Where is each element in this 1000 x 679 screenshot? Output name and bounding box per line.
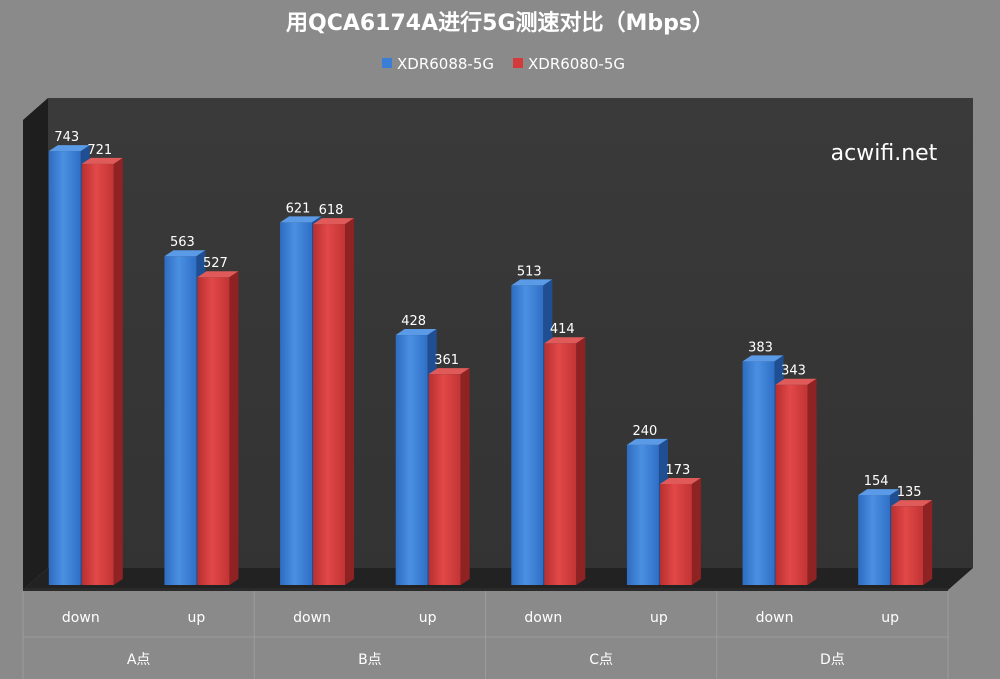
data-label: 135: [897, 485, 922, 500]
category-label: down: [293, 610, 331, 626]
category-label: up: [650, 610, 668, 626]
bar-top: [313, 218, 355, 225]
data-label: 240: [633, 424, 658, 439]
bar-top: [81, 157, 123, 164]
bar-top: [891, 500, 933, 507]
bar-top: [280, 216, 322, 223]
legend-item-series-1: XDR6088-5G: [382, 55, 494, 73]
data-label: 428: [401, 314, 426, 329]
bar-side: [229, 271, 239, 585]
bar-side: [576, 337, 586, 585]
bar-top: [858, 489, 900, 496]
bar-top: [428, 368, 470, 375]
bar-top: [742, 355, 784, 362]
bar-side: [460, 368, 470, 585]
bar-side: [923, 500, 933, 585]
group-label: C点: [589, 652, 613, 668]
chart-floor-edge: [23, 588, 948, 591]
bar-series-2-5: 414: [544, 322, 586, 585]
bar-top: [659, 477, 701, 484]
legend-label-series-1: XDR6088-5G: [397, 55, 494, 73]
chart-floor: [23, 568, 973, 590]
legend-label-series-2: XDR6080-5G: [528, 55, 625, 73]
chart-side-wall: [23, 98, 48, 590]
bar-front: [775, 384, 808, 585]
data-label: 527: [203, 256, 228, 271]
bar-front: [891, 506, 924, 585]
bar-front: [313, 224, 346, 585]
chart-title: 用QCA6174A进行5G测速对比（Mbps）: [286, 10, 714, 36]
bar-front: [858, 495, 891, 585]
data-label: 618: [319, 203, 344, 218]
bar-series-2-1: 721: [81, 143, 123, 585]
data-label: 513: [517, 264, 542, 279]
bar-top: [197, 271, 239, 278]
bar-front: [280, 222, 313, 585]
bar-series-2-6: 173: [659, 463, 701, 585]
category-label: down: [524, 610, 562, 626]
data-label: 621: [286, 201, 311, 216]
bar-front: [544, 343, 577, 585]
data-label: 173: [666, 463, 691, 478]
legend: XDR6088-5G XDR6080-5G: [382, 55, 625, 73]
bar-front: [164, 256, 197, 585]
data-label: 414: [550, 322, 575, 337]
bar-front: [48, 151, 81, 585]
category-label: up: [881, 610, 899, 626]
category-label: up: [419, 610, 437, 626]
bar-series-2-4: 361: [428, 353, 470, 585]
category-label: up: [188, 610, 206, 626]
bar-top: [511, 279, 553, 286]
bar-series-2-7: 343: [775, 364, 817, 585]
category-axis-table: down up down up down up down up A点 B点 C点 D点: [22, 591, 949, 679]
bars: 743 721 563 527 621 618 428 361 513 414 240 173 383 3…: [48, 130, 933, 585]
bar-series-2-8: 135: [891, 485, 933, 585]
category-label: down: [756, 610, 794, 626]
bar-series-2-2: 527: [197, 256, 239, 585]
bar-top: [626, 438, 668, 445]
bar-side: [113, 157, 123, 585]
bar-front: [428, 374, 461, 585]
legend-item-series-2: XDR6080-5G: [513, 55, 625, 73]
bar-front: [81, 163, 114, 585]
data-label: 154: [864, 474, 889, 489]
bar-top: [544, 337, 586, 344]
data-label: 743: [54, 130, 79, 145]
bar-side: [807, 378, 817, 585]
bar-top: [48, 145, 90, 152]
group-label: D点: [820, 652, 845, 668]
legend-swatch-series-1: [382, 58, 392, 68]
category-label: down: [62, 610, 100, 626]
bar-top: [775, 378, 817, 385]
watermark-text: acwifi.net: [831, 141, 938, 166]
bar-front: [511, 285, 544, 585]
bar-front: [742, 361, 775, 585]
bar-top: [164, 250, 206, 257]
bar-front: [659, 483, 692, 585]
data-label: 563: [170, 235, 195, 250]
data-label: 343: [781, 364, 806, 379]
group-label: B点: [358, 652, 382, 668]
bar-series-2-3: 618: [313, 203, 355, 585]
bar-front: [197, 277, 230, 585]
bar-side: [691, 477, 701, 585]
group-label: A点: [127, 652, 151, 668]
bar-side: [345, 218, 355, 585]
bar-top: [395, 329, 437, 336]
data-label: 721: [87, 143, 112, 158]
bar-front: [626, 444, 659, 585]
data-label: 383: [748, 340, 773, 355]
legend-swatch-series-2: [513, 58, 523, 68]
bar-front: [395, 335, 428, 585]
data-label: 361: [434, 353, 459, 368]
